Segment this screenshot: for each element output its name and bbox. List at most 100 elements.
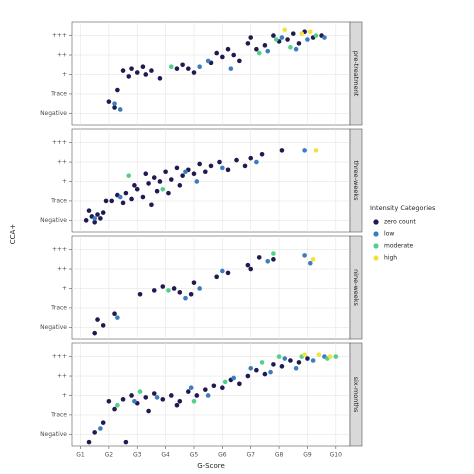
- point: [265, 48, 271, 54]
- point: [220, 165, 225, 171]
- point: [180, 62, 185, 68]
- point: [191, 70, 197, 75]
- point: [171, 286, 177, 291]
- point: [333, 354, 339, 359]
- point: [163, 169, 168, 175]
- point: [160, 284, 166, 289]
- point: [132, 399, 137, 404]
- point: [157, 179, 163, 184]
- point: [234, 157, 239, 163]
- point: [106, 99, 112, 104]
- point: [290, 31, 296, 36]
- point: [307, 260, 313, 266]
- point: [95, 212, 100, 217]
- y-tick-label: +: [62, 392, 67, 399]
- y-tick-label: Trace: [50, 411, 67, 418]
- point: [106, 399, 112, 404]
- point: [86, 208, 92, 213]
- point: [288, 358, 293, 363]
- point: [228, 66, 234, 71]
- point: [248, 35, 254, 40]
- point: [197, 286, 202, 291]
- point: [183, 169, 188, 175]
- point: [307, 29, 313, 35]
- point: [214, 50, 219, 56]
- point: [293, 46, 299, 52]
- legend-key: [373, 231, 379, 237]
- point: [248, 155, 254, 161]
- legend-label: zero count: [384, 219, 416, 226]
- point: [256, 50, 262, 56]
- point: [203, 387, 208, 392]
- point: [231, 375, 236, 381]
- point: [310, 358, 316, 363]
- point: [322, 35, 327, 40]
- point: [120, 200, 126, 206]
- point: [279, 364, 285, 369]
- point: [134, 70, 140, 75]
- point: [259, 360, 265, 365]
- point: [327, 354, 333, 359]
- point: [120, 68, 126, 73]
- point: [174, 165, 180, 171]
- strip-label: pre-treatment: [352, 51, 360, 97]
- point: [194, 393, 200, 398]
- point: [302, 352, 307, 357]
- x-axis-label: G-Score: [197, 462, 225, 470]
- point: [174, 66, 180, 71]
- point: [112, 105, 117, 110]
- x-tick-label: G6: [218, 452, 227, 459]
- point: [186, 389, 191, 394]
- point: [222, 379, 228, 385]
- point: [140, 64, 146, 69]
- point: [92, 216, 97, 221]
- point: [220, 385, 225, 390]
- y-tick-label: Negative: [40, 217, 67, 224]
- point: [177, 290, 183, 295]
- point: [92, 219, 97, 225]
- point: [293, 365, 299, 371]
- point: [115, 87, 120, 93]
- y-tick-label: +++: [52, 32, 67, 39]
- point: [143, 171, 149, 176]
- legend-label: moderate: [384, 243, 414, 250]
- point: [265, 258, 271, 264]
- point: [191, 171, 197, 176]
- point: [296, 41, 302, 46]
- point: [112, 406, 117, 412]
- point: [157, 76, 163, 81]
- point: [98, 216, 103, 221]
- point: [137, 292, 143, 297]
- point: [98, 426, 103, 431]
- legend-title: Intensity Categories: [370, 204, 436, 212]
- point: [95, 317, 100, 322]
- y-tick-label: ++: [57, 266, 67, 273]
- x-tick-label: G9: [303, 452, 312, 459]
- point: [168, 393, 174, 398]
- y-tick-label: Negative: [40, 431, 67, 438]
- point: [174, 402, 180, 408]
- point: [220, 268, 225, 274]
- y-tick-label: +: [62, 285, 67, 292]
- point: [197, 161, 202, 167]
- point: [166, 288, 171, 293]
- point: [140, 194, 146, 200]
- point: [186, 66, 191, 71]
- point: [276, 354, 282, 359]
- point: [279, 148, 285, 153]
- y-tick-label: ++: [57, 159, 67, 166]
- point: [262, 43, 268, 48]
- y-tick-label: Trace: [50, 197, 67, 204]
- point: [129, 393, 134, 398]
- panel-background: [71, 235, 351, 340]
- point: [112, 311, 117, 317]
- point: [160, 397, 166, 402]
- point: [254, 367, 259, 373]
- point: [149, 202, 154, 208]
- panel-background: [71, 21, 351, 126]
- panel-background: [71, 342, 351, 447]
- point: [302, 253, 307, 258]
- point: [117, 107, 123, 112]
- point: [115, 315, 120, 320]
- point: [248, 365, 254, 371]
